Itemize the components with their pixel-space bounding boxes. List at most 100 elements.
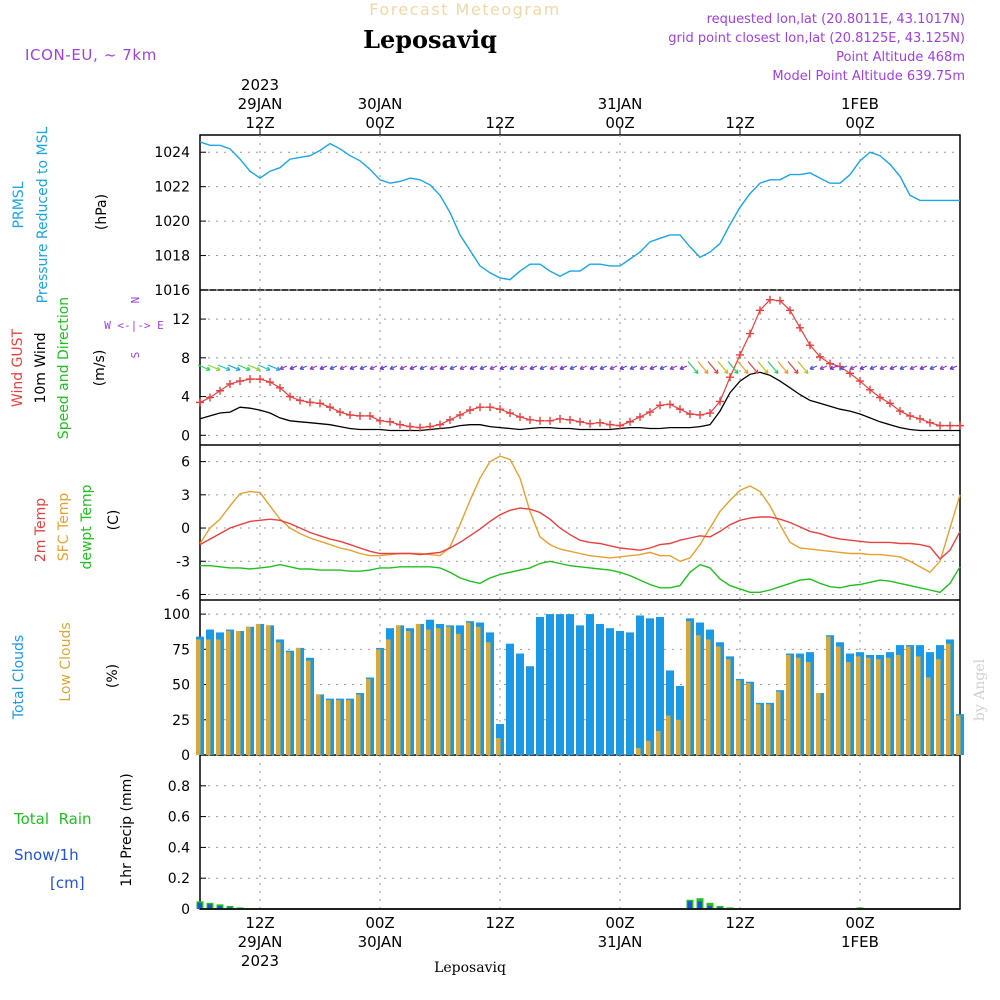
dewpt-label: dewpt Temp xyxy=(79,484,95,569)
gust-marker-16 xyxy=(356,411,364,420)
wind-arrow-3-69 xyxy=(829,365,838,370)
wind-arrow-0-8 xyxy=(217,364,231,372)
top-time-label-2-0: 12Z xyxy=(485,114,514,132)
gust-marker-14 xyxy=(336,408,344,417)
wind-arrow-1-29 xyxy=(429,365,438,370)
gust-marker-30 xyxy=(496,405,504,414)
wind-arrow-0-9 xyxy=(227,364,241,372)
wind-arrow-1-48 xyxy=(619,365,628,370)
gust-marker-48 xyxy=(676,405,684,414)
low-cloud-bar-74 xyxy=(936,659,941,755)
gust-marker-44 xyxy=(636,412,644,421)
low-cloud-bar-12 xyxy=(316,694,321,755)
wind-arrow-3-73 xyxy=(869,365,878,370)
low-cloud-bar-18 xyxy=(376,649,381,755)
data-layer xyxy=(196,141,964,910)
gust-marker-70 xyxy=(896,407,904,416)
ytick-label-p0-4: 1024 xyxy=(154,145,190,161)
rain-bar-66 xyxy=(856,907,864,909)
wind-arrow-1-50 xyxy=(639,365,648,370)
bottom-time-label-1-1: 30JAN xyxy=(358,933,403,951)
top-time-label-3-0: 31JAN xyxy=(598,95,643,113)
low-cloud-bar-28 xyxy=(476,626,481,755)
gust-marker-67 xyxy=(866,385,874,394)
wind-arrow-3-67 xyxy=(809,365,818,370)
wind-arrow-2-60 xyxy=(737,361,749,375)
low-cloud-bar-22 xyxy=(416,623,421,755)
low-cloud-bar-55 xyxy=(746,683,751,755)
wind-arrow-1-17 xyxy=(309,365,318,370)
gust-marker-74 xyxy=(936,421,944,430)
top-time-label-4-0: 12Z xyxy=(725,114,754,132)
low-cloud-bar-26 xyxy=(456,633,461,755)
wind-arrow-3-70 xyxy=(839,365,848,370)
wind-arrow-3-74 xyxy=(879,365,888,370)
wind-arrow-3-81 xyxy=(949,365,958,370)
precip-unit: 1hr Precip (mm) xyxy=(119,773,135,886)
gust-marker-3 xyxy=(226,379,234,388)
gust-marker-19 xyxy=(386,417,394,426)
low-cloud-bar-48 xyxy=(676,719,681,755)
gust-marker-15 xyxy=(346,410,354,419)
low-cloud-bar-7 xyxy=(266,625,271,755)
ytick-label-p1-2: 8 xyxy=(181,351,190,367)
ytick-label-p2-1: -3 xyxy=(176,554,190,570)
snow-unit-label: [cm] xyxy=(50,874,85,892)
bottom-time-label-0-2: 2023 xyxy=(241,952,279,970)
wind-arrow-3-75 xyxy=(889,365,898,370)
top-time-label-5-0: 1FEB xyxy=(841,95,879,113)
gust-marker-18 xyxy=(376,416,384,425)
gust-marker-32 xyxy=(516,412,524,421)
low-cloud-bar-61 xyxy=(806,662,811,755)
wind-arrow-1-19 xyxy=(329,365,338,370)
low-cloud-bar-62 xyxy=(816,693,821,755)
wind-arrow-1-36 xyxy=(499,365,508,370)
gust-marker-9 xyxy=(286,392,294,401)
low-cloud-bar-73 xyxy=(926,677,931,755)
low-cloud-bar-59 xyxy=(786,654,791,755)
gust-marker-22 xyxy=(416,423,424,432)
low-cloud-bar-69 xyxy=(886,657,891,755)
total-cloud-bar-40 xyxy=(596,623,604,755)
wind-arrow-1-14 xyxy=(279,365,288,370)
low-cloud-bar-24 xyxy=(436,628,441,755)
wind-arrow-1-33 xyxy=(469,365,478,370)
wind-arrow-1-37 xyxy=(509,365,518,370)
gust-marker-51 xyxy=(706,409,714,418)
bottom-time-label-4-0: 12Z xyxy=(725,914,754,932)
wind-arrow-1-23 xyxy=(369,365,378,370)
gust-marker-10 xyxy=(296,396,304,405)
gust-marker-49 xyxy=(686,410,694,418)
gust-marker-38 xyxy=(576,417,584,426)
top-time-label-3-1: 00Z xyxy=(605,114,634,132)
low-cloud-bar-68 xyxy=(876,659,881,755)
gust-marker-65 xyxy=(846,369,854,378)
wind-arrow-1-25 xyxy=(389,365,398,370)
pressure-panel-labels: PRMSL Pressure Reduced to MSL (hPa) xyxy=(11,126,110,303)
gust-marker-47 xyxy=(666,400,674,409)
wind-arrow-1-44 xyxy=(579,365,588,370)
top-time-label-1-0: 30JAN xyxy=(358,95,403,113)
low-cloud-bar-1 xyxy=(206,639,211,755)
bottom-time-label-3-0: 00Z xyxy=(605,914,634,932)
wind-arrow-3-78 xyxy=(919,365,928,370)
wind-arrow-1-24 xyxy=(379,365,388,370)
sfc-temp-label: SFC Temp xyxy=(56,493,72,562)
pressure-line xyxy=(199,141,960,281)
wind-speed-dir-label: Speed and Direction xyxy=(56,297,72,439)
low-cloud-bar-56 xyxy=(756,704,761,755)
gust-marker-13 xyxy=(326,403,334,412)
gust-marker-66 xyxy=(856,377,864,386)
wind-arrow-1-21 xyxy=(349,365,358,370)
gust-marker-24 xyxy=(436,420,444,429)
gust-marker-60 xyxy=(796,323,804,332)
bottom-time-label-5-1: 1FEB xyxy=(841,933,879,951)
top-time-label-0-2: 12Z xyxy=(245,114,274,132)
total-cloud-bar-39 xyxy=(586,614,594,755)
total-cloud-bar-46 xyxy=(656,616,664,755)
gust-marker-75 xyxy=(946,421,954,430)
wind-arrow-1-16 xyxy=(299,365,308,370)
wind-panel-labels: Wind GUST 10m Wind Speed and Direction (… xyxy=(10,297,164,440)
ytick-label-p4-2: 0.4 xyxy=(168,840,190,856)
